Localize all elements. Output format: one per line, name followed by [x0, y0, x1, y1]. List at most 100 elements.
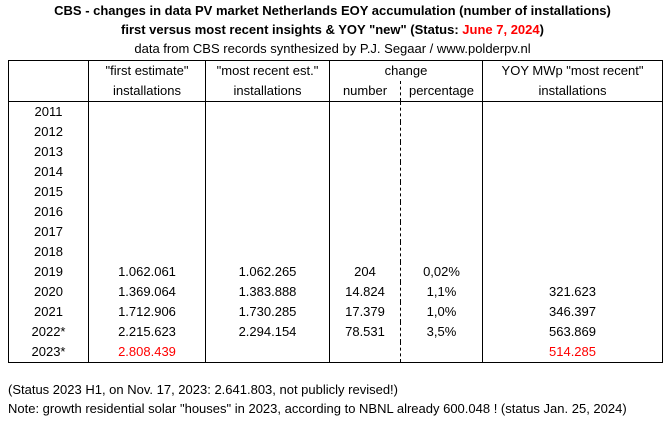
most-recent-cell	[205, 342, 330, 363]
first-estimate-cell: 1.062.061	[88, 262, 206, 282]
table-row: 2021 1.712.906 1.730.285 17.379 1,0% 346.397	[8, 302, 663, 322]
table-row: 2023* 2.808.439 514.285	[8, 342, 663, 363]
yoy-cell	[482, 101, 663, 122]
year-cell: 2018	[8, 242, 89, 262]
year-cell: 2016	[8, 202, 89, 222]
yoy-cell	[482, 242, 663, 262]
table-row: 2018	[8, 242, 663, 262]
first-estimate-cell: 1.369.064	[88, 282, 206, 302]
change-number-cell	[329, 242, 401, 262]
title-line-2-prefix: first versus most recent insights & YOY …	[121, 22, 463, 37]
status-note: (Status 2023 H1, on Nov. 17, 2023: 2.641…	[8, 382, 398, 397]
yoy-cell	[482, 162, 663, 182]
status-date: June 7, 2024	[462, 22, 540, 37]
change-number-cell	[329, 122, 401, 142]
first-estimate-cell: 1.712.906	[88, 302, 206, 322]
first-estimate-cell	[88, 162, 206, 182]
year-cell: 2015	[8, 182, 89, 202]
yoy-cell	[482, 182, 663, 202]
header-change: change	[329, 60, 483, 81]
header-most-recent: "most recent est."	[205, 60, 330, 81]
change-number-cell	[329, 222, 401, 242]
most-recent-cell	[205, 222, 330, 242]
most-recent-cell	[205, 101, 330, 122]
header-change-percentage: percentage	[400, 81, 483, 102]
change-percentage-cell	[400, 162, 483, 182]
table-row: 2013	[8, 142, 663, 162]
change-percentage-cell: 3,5%	[400, 322, 483, 342]
table-row: 2015	[8, 182, 663, 202]
change-number-cell	[329, 182, 401, 202]
table-row: 2016	[8, 202, 663, 222]
change-number-cell: 17.379	[329, 302, 401, 322]
header-year-blank	[8, 60, 89, 81]
change-number-cell: 78.531	[329, 322, 401, 342]
change-number-cell	[329, 101, 401, 122]
header-change-number: number	[329, 81, 401, 102]
change-percentage-cell	[400, 142, 483, 162]
change-percentage-cell	[400, 342, 483, 363]
change-percentage-cell: 1,0%	[400, 302, 483, 322]
most-recent-cell	[205, 202, 330, 222]
first-estimate-cell: 2.808.439	[88, 342, 206, 363]
year-cell: 2019	[8, 262, 89, 282]
yoy-cell: 346.397	[482, 302, 663, 322]
growth-note: Note: growth residential solar "houses" …	[8, 401, 627, 416]
yoy-cell	[482, 222, 663, 242]
table-row: 2011	[8, 101, 663, 122]
change-percentage-cell	[400, 222, 483, 242]
yoy-cell	[482, 142, 663, 162]
change-percentage-cell	[400, 202, 483, 222]
table-row: 2012	[8, 122, 663, 142]
yoy-cell: 321.623	[482, 282, 663, 302]
change-percentage-cell: 0,02%	[400, 262, 483, 282]
change-percentage-cell	[400, 242, 483, 262]
year-cell: 2023*	[8, 342, 89, 363]
header-recent-installations: installations	[205, 81, 330, 102]
most-recent-cell	[205, 242, 330, 262]
first-estimate-cell	[88, 202, 206, 222]
year-cell: 2021	[8, 302, 89, 322]
year-cell: 2011	[8, 101, 89, 122]
subtitle: data from CBS records synthesized by P.J…	[134, 41, 531, 56]
most-recent-cell	[205, 122, 330, 142]
change-number-cell	[329, 142, 401, 162]
change-number-cell: 14.824	[329, 282, 401, 302]
change-number-cell: 204	[329, 262, 401, 282]
header-first-estimate: "first estimate"	[88, 60, 206, 81]
title-line-1: CBS - changes in data PV market Netherla…	[54, 3, 611, 18]
yoy-cell	[482, 262, 663, 282]
year-cell: 2012	[8, 122, 89, 142]
first-estimate-cell	[88, 242, 206, 262]
header-yoy-installations: installations	[482, 81, 663, 102]
table-row: 2020 1.369.064 1.383.888 14.824 1,1% 321.623	[8, 282, 663, 302]
year-cell: 2013	[8, 142, 89, 162]
most-recent-cell	[205, 142, 330, 162]
year-cell: 2020	[8, 282, 89, 302]
most-recent-cell	[205, 182, 330, 202]
table-row: 2014	[8, 162, 663, 182]
title-line-2-suffix: )	[539, 22, 544, 37]
most-recent-cell	[205, 162, 330, 182]
year-cell: 2017	[8, 222, 89, 242]
header-yoy: YOY MWp "most recent"	[482, 60, 663, 81]
change-percentage-cell	[400, 182, 483, 202]
change-number-cell	[329, 342, 401, 363]
most-recent-cell: 1.383.888	[205, 282, 330, 302]
first-estimate-cell	[88, 142, 206, 162]
header-year-blank-2	[8, 81, 89, 102]
year-cell: 2022*	[8, 322, 89, 342]
most-recent-cell: 1.730.285	[205, 302, 330, 322]
yoy-cell	[482, 202, 663, 222]
most-recent-cell: 2.294.154	[205, 322, 330, 342]
header-first-installations: installations	[88, 81, 206, 102]
first-estimate-cell	[88, 182, 206, 202]
change-number-cell	[329, 162, 401, 182]
change-percentage-cell: 1,1%	[400, 282, 483, 302]
most-recent-cell: 1.062.265	[205, 262, 330, 282]
data-table: "first estimate" "most recent est." chan…	[8, 60, 663, 363]
yoy-cell	[482, 122, 663, 142]
table-row: 2022* 2.215.623 2.294.154 78.531 3,5% 563.869	[8, 322, 663, 342]
table-row: 2017	[8, 222, 663, 242]
change-percentage-cell	[400, 122, 483, 142]
